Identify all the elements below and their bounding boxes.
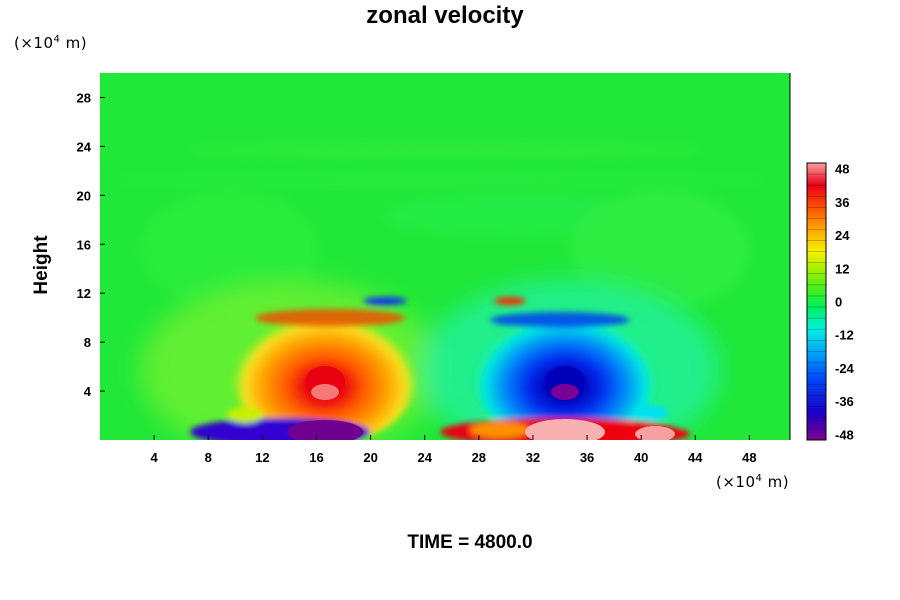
x-tick-label: 32: [526, 450, 540, 465]
y-tick-label: 8: [84, 335, 91, 350]
colorbar-ramp: [807, 163, 826, 440]
y-tick-label: 16: [77, 237, 91, 252]
y-tick-label: 4: [84, 384, 92, 399]
y-tick-label: 24: [77, 139, 92, 154]
y-axis-unit: (×104 m): [14, 34, 88, 52]
colorbar-tick-label: -24: [835, 361, 855, 376]
x-tick-label: 8: [205, 450, 212, 465]
x-axis-ticks: 4 8 12 16 20 24 28 32 36 40 44 48: [151, 435, 757, 465]
x-tick-label: 44: [688, 450, 703, 465]
velocity-field: [100, 73, 790, 440]
colorbar-tick-label: 48: [835, 162, 849, 177]
x-tick-label: 48: [742, 450, 756, 465]
y-tick-label: 12: [77, 286, 91, 301]
colorbar-tick-label: 0: [835, 295, 842, 310]
x-tick-label: 24: [417, 450, 432, 465]
colorbar-ticks: 48 36 24 12 0 -12 -24 -36 -48: [835, 162, 855, 443]
time-label: TIME = 4800.0: [407, 532, 533, 553]
y-tick-label: 28: [77, 90, 91, 105]
colorbar-tick-label: -48: [835, 427, 854, 442]
colorbar-tick-label: -36: [835, 394, 854, 409]
colorbar-tick-label: 36: [835, 195, 849, 210]
y-axis-ticks: 4 8 12 16 20 24 28: [77, 90, 105, 399]
colorbar-tick-label: -12: [835, 328, 854, 343]
x-tick-label: 16: [309, 450, 323, 465]
colorbar-tick-label: 12: [835, 261, 849, 276]
y-tick-label: 20: [77, 188, 91, 203]
x-tick-label: 20: [363, 450, 377, 465]
colorbar: 48 36 24 12 0 -12 -24 -36 -48: [806, 162, 855, 443]
chart-title: zonal velocity: [366, 2, 524, 29]
x-tick-label: 40: [634, 450, 648, 465]
x-tick-label: 36: [580, 450, 594, 465]
x-axis-unit: (×104 m): [716, 473, 790, 491]
x-tick-label: 12: [255, 450, 269, 465]
x-tick-label: 4: [151, 450, 159, 465]
colorbar-tick-label: 24: [835, 228, 850, 243]
x-tick-label: 28: [472, 450, 486, 465]
colorbar-frame: [806, 162, 827, 441]
